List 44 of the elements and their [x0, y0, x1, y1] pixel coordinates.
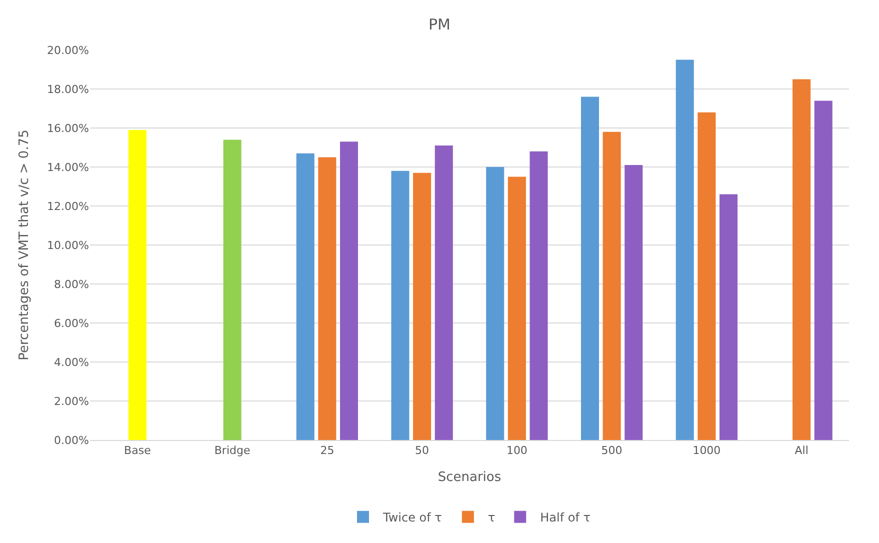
bar [128, 130, 146, 440]
x-tick-label: 100 [506, 444, 528, 458]
x-tick-label: 50 [415, 444, 430, 458]
chart-title: PM [428, 16, 450, 34]
bar [698, 112, 716, 440]
y-tick-label: 4.00% [54, 356, 89, 369]
bar [434, 146, 453, 440]
bar [530, 151, 548, 440]
bar [720, 194, 738, 440]
x-axis-title: Scenarios [438, 470, 502, 485]
x-tick-label: 25 [320, 444, 334, 458]
y-tick-label: 0.00% [54, 434, 89, 447]
bar [486, 167, 504, 440]
y-tick-label: 20.00% [47, 44, 89, 57]
legend-label: Half of τ [540, 510, 590, 525]
y-tick-label: 18.00% [47, 82, 89, 96]
y-tick-label: 14.00% [47, 160, 89, 174]
bar [413, 172, 432, 440]
bar [508, 176, 526, 440]
x-tick-label: 500 [601, 444, 622, 458]
bar [792, 79, 811, 440]
y-tick-label: 6.00% [54, 316, 89, 330]
y-axis-title: Percentages of VMT that v/c > 0.75 [16, 130, 32, 360]
y-tick-label: 8.00% [54, 278, 89, 291]
bar [340, 142, 358, 440]
bar [296, 153, 314, 440]
bar [223, 140, 242, 440]
bar [624, 165, 643, 440]
bar [676, 60, 694, 440]
legend-label: Twice of τ [382, 510, 442, 525]
x-tick-label: 1000 [692, 444, 721, 458]
y-tick-label: 16.00% [47, 122, 89, 135]
x-tick-label: Bridge [214, 444, 250, 458]
bar [814, 100, 832, 440]
y-tick-label: 2.00% [54, 394, 89, 408]
x-tick-label: All [794, 444, 808, 458]
y-tick-label: 12.00% [47, 200, 89, 213]
bar [602, 132, 621, 440]
bar [318, 157, 336, 440]
x-tick-label: Base [124, 444, 152, 458]
bar [580, 96, 599, 440]
legend-label: τ [488, 510, 496, 525]
bar [391, 170, 410, 440]
y-tick-label: 10.00% [47, 238, 89, 252]
